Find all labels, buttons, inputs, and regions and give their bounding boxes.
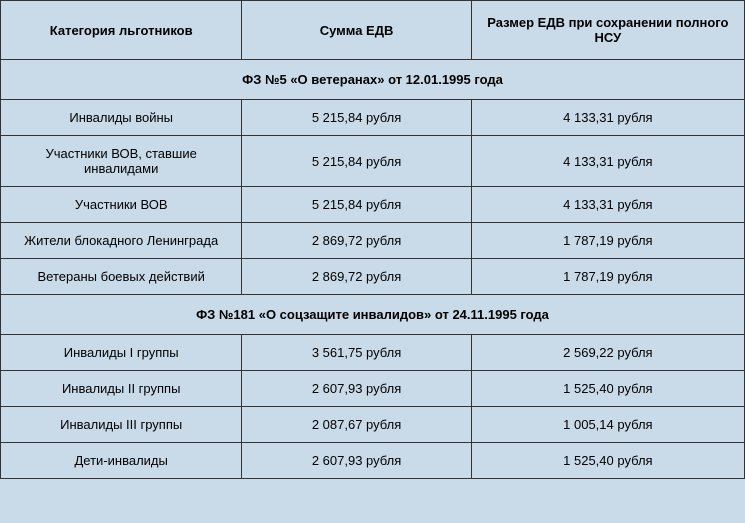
col-header-nsu: Размер ЕДВ при сохранении полного НСУ xyxy=(471,1,744,60)
section-header-row: ФЗ №181 «О соцзащите инвалидов» от 24.11… xyxy=(1,295,745,335)
cell-nsu: 4 133,31 рубля xyxy=(471,136,744,187)
cell-sum: 2 607,93 рубля xyxy=(242,443,471,479)
cell-nsu: 1 787,19 рубля xyxy=(471,223,744,259)
cell-nsu: 1 525,40 рубля xyxy=(471,371,744,407)
cell-category: Инвалиды I группы xyxy=(1,335,242,371)
cell-category: Инвалиды II группы xyxy=(1,371,242,407)
table-row: Участники ВОВ, ставшие инвалидами 5 215,… xyxy=(1,136,745,187)
table-row: Ветераны боевых действий 2 869,72 рубля … xyxy=(1,259,745,295)
table-row: Инвалиды I группы 3 561,75 рубля 2 569,2… xyxy=(1,335,745,371)
table-row: Дети-инвалиды 2 607,93 рубля 1 525,40 ру… xyxy=(1,443,745,479)
cell-nsu: 4 133,31 рубля xyxy=(471,100,744,136)
col-header-category: Категория льготников xyxy=(1,1,242,60)
cell-nsu: 2 569,22 рубля xyxy=(471,335,744,371)
cell-sum: 2 607,93 рубля xyxy=(242,371,471,407)
cell-nsu: 4 133,31 рубля xyxy=(471,187,744,223)
cell-category: Участники ВОВ xyxy=(1,187,242,223)
section-title: ФЗ №181 «О соцзащите инвалидов» от 24.11… xyxy=(1,295,745,335)
cell-sum: 3 561,75 рубля xyxy=(242,335,471,371)
section-title: ФЗ №5 «О ветеранах» от 12.01.1995 года xyxy=(1,60,745,100)
cell-nsu: 1 787,19 рубля xyxy=(471,259,744,295)
col-header-sum: Сумма ЕДВ xyxy=(242,1,471,60)
table-body: ФЗ №5 «О ветеранах» от 12.01.1995 года И… xyxy=(1,60,745,479)
cell-sum: 5 215,84 рубля xyxy=(242,187,471,223)
cell-category: Инвалиды III группы xyxy=(1,407,242,443)
section-header-row: ФЗ №5 «О ветеранах» от 12.01.1995 года xyxy=(1,60,745,100)
cell-sum: 5 215,84 рубля xyxy=(242,100,471,136)
cell-sum: 5 215,84 рубля xyxy=(242,136,471,187)
table-row: Участники ВОВ 5 215,84 рубля 4 133,31 ру… xyxy=(1,187,745,223)
table-row: Жители блокадного Ленинграда 2 869,72 ру… xyxy=(1,223,745,259)
cell-category: Жители блокадного Ленинграда xyxy=(1,223,242,259)
cell-nsu: 1 525,40 рубля xyxy=(471,443,744,479)
cell-category: Дети-инвалиды xyxy=(1,443,242,479)
cell-category: Ветераны боевых действий xyxy=(1,259,242,295)
cell-sum: 2 087,67 рубля xyxy=(242,407,471,443)
table-row: Инвалиды II группы 2 607,93 рубля 1 525,… xyxy=(1,371,745,407)
cell-sum: 2 869,72 рубля xyxy=(242,259,471,295)
cell-category: Участники ВОВ, ставшие инвалидами xyxy=(1,136,242,187)
cell-category: Инвалиды войны xyxy=(1,100,242,136)
cell-nsu: 1 005,14 рубля xyxy=(471,407,744,443)
benefits-table: Категория льготников Сумма ЕДВ Размер ЕД… xyxy=(0,0,745,479)
cell-sum: 2 869,72 рубля xyxy=(242,223,471,259)
table-row: Инвалиды III группы 2 087,67 рубля 1 005… xyxy=(1,407,745,443)
header-row: Категория льготников Сумма ЕДВ Размер ЕД… xyxy=(1,1,745,60)
table-row: Инвалиды войны 5 215,84 рубля 4 133,31 р… xyxy=(1,100,745,136)
